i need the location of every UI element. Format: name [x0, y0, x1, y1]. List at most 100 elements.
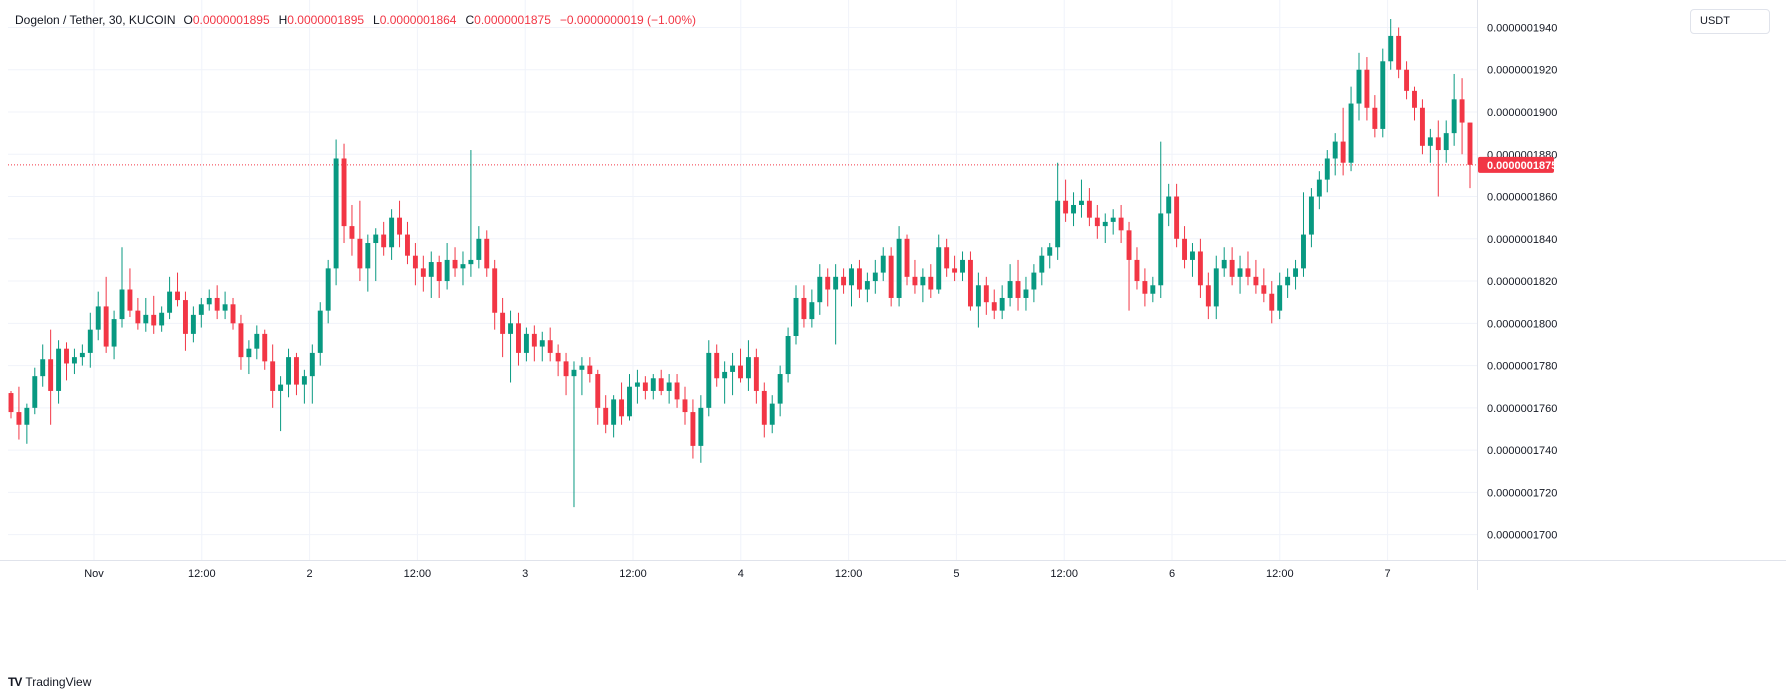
candle-up: [373, 228, 379, 282]
candle-body: [32, 376, 38, 408]
candle-up: [1308, 188, 1314, 248]
candle-body: [95, 306, 101, 330]
candle-body: [1118, 217, 1124, 231]
candle-body: [64, 348, 69, 364]
candle-down: [1419, 99, 1425, 155]
candle-body: [262, 333, 268, 362]
candle-down: [1063, 179, 1069, 222]
candle-up: [79, 344, 85, 366]
candle-down: [944, 238, 950, 277]
candle-body: [825, 276, 831, 290]
candle-down: [349, 204, 355, 256]
candle-down: [555, 344, 561, 377]
candle-body: [71, 357, 77, 364]
candle-up: [1047, 243, 1053, 269]
candle-down: [8, 390, 14, 419]
candle-body: [817, 276, 823, 303]
candle-up: [301, 369, 307, 404]
candle-down: [405, 221, 410, 265]
price-tick-label: 0.0000001940: [1487, 22, 1557, 34]
candle-up: [1301, 192, 1306, 277]
candle-body: [888, 255, 894, 298]
candle-body: [79, 352, 85, 358]
candle-down: [127, 268, 133, 317]
candle-up: [1237, 255, 1243, 294]
candle-body: [1102, 221, 1108, 227]
candle-body: [1293, 268, 1299, 277]
candle-body: [952, 268, 958, 273]
candle-up: [1293, 259, 1299, 290]
candle-body: [920, 276, 926, 286]
candle-down: [214, 285, 220, 320]
candle-down: [991, 289, 997, 320]
candle-up: [476, 226, 482, 269]
candle-up: [730, 352, 736, 396]
candle-up: [468, 150, 474, 277]
candle-up: [1324, 150, 1330, 193]
candle-body: [389, 217, 395, 248]
candle-body: [801, 297, 807, 320]
candle-body: [753, 357, 759, 391]
candle-body: [476, 238, 482, 260]
symbol-title[interactable]: Dogelon / Tether, 30, KUCOIN: [15, 13, 176, 27]
candle-down: [516, 312, 521, 366]
price-tick-label: 0.0000001820: [1487, 276, 1557, 288]
candle-body: [1023, 289, 1029, 298]
candle-up: [190, 306, 196, 343]
open-value: 0.0000001895: [192, 13, 270, 27]
time-tick-label: 2: [307, 568, 313, 580]
candle-up: [246, 340, 252, 375]
candle-down: [436, 255, 442, 298]
candle-down: [135, 297, 141, 330]
candle-body: [214, 297, 220, 311]
candle-up: [849, 264, 854, 307]
candle-body: [1150, 285, 1156, 294]
candle-down: [1126, 221, 1132, 311]
candle-up: [1285, 268, 1291, 298]
candle-up: [167, 276, 173, 320]
candle-down: [587, 357, 593, 383]
candle-down: [841, 268, 847, 294]
candle-down: [912, 259, 918, 294]
candle-down: [983, 276, 989, 315]
candle-up: [817, 264, 823, 315]
candle-down: [1340, 107, 1346, 176]
candle-down: [761, 382, 767, 438]
price-tick-label: 0.0000001740: [1487, 445, 1557, 457]
candle-body: [1316, 179, 1322, 197]
candle-body: [1237, 268, 1243, 277]
candle-body: [730, 365, 736, 372]
time-tick-label: 12:00: [1266, 568, 1294, 580]
candle-body: [444, 259, 450, 282]
candle-body: [706, 352, 712, 408]
candle-down: [801, 285, 807, 328]
tradingview-brand[interactable]: TV TradingView: [8, 675, 91, 689]
candle-up: [1380, 48, 1386, 138]
candle-down: [420, 255, 426, 292]
candle-body: [571, 369, 577, 377]
candle-down: [1229, 247, 1235, 286]
candle-body: [1205, 285, 1211, 307]
candle-body: [87, 329, 93, 353]
candle-body: [1158, 213, 1164, 286]
currency-button[interactable]: USDT: [1690, 9, 1770, 34]
price-axis[interactable]: 0.0000001700 0.0000001720 0.0000001740 0.00…: [1487, 22, 1557, 541]
candle-body: [1094, 217, 1100, 227]
candle-body: [833, 276, 839, 290]
price-tick-label: 0.0000001900: [1487, 107, 1557, 119]
candle-down: [1205, 272, 1211, 320]
candle-body: [1031, 272, 1037, 290]
candle-down: [825, 268, 831, 307]
candle-body: [1451, 99, 1457, 134]
candle-body: [1324, 158, 1330, 180]
last-price-badge: [1478, 156, 1554, 173]
candle-up: [159, 306, 165, 332]
candle-body: [436, 262, 442, 282]
time-axis[interactable]: Nov 12:00 2 12:00 3 12:00 4 12:00 5 12:00 6 12:00 7: [84, 568, 1390, 580]
candle-body: [658, 378, 664, 391]
candle-down: [230, 297, 236, 330]
candle-up: [1023, 276, 1029, 311]
candle-body: [563, 361, 569, 377]
candle-up: [975, 272, 981, 328]
